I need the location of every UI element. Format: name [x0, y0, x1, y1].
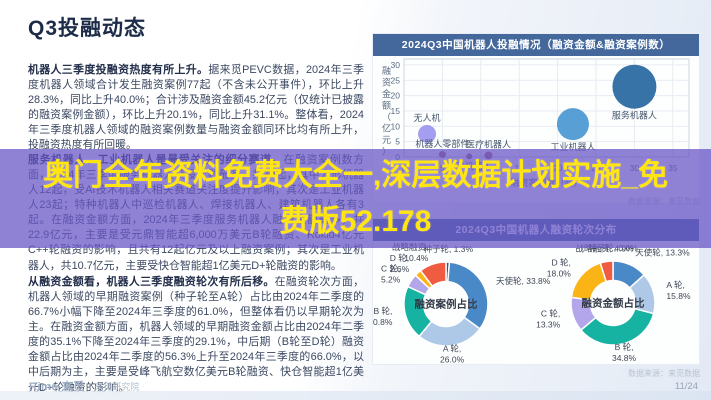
donut-label: 种子轮, 0.0% [588, 243, 638, 253]
donut-label: 天使轮, 33.8% [496, 276, 551, 286]
donut-label: 2.6% [390, 264, 410, 274]
donut-label: 10.4% [404, 253, 429, 263]
paragraph-rounds: 从融资金额看，机器人三季度融资轮次有所后移。在融资轮次方面，机器人领域的早期融资… [28, 275, 364, 396]
donut-slice-战略融资 [599, 260, 614, 283]
data-source-note: 数据来源：来觅数据 [628, 369, 700, 378]
page-title: Q3投融动态 [28, 17, 147, 40]
page-number: 11/24 [674, 381, 698, 392]
donut-label: C 轮, [381, 263, 400, 273]
y-tick-label: 30 [391, 60, 401, 70]
donut-label: 20.8% [373, 317, 393, 327]
donut-slice-战略融资 [419, 261, 447, 288]
donut-label: 18.0% [547, 269, 572, 279]
donut-label: 15.8% [666, 291, 691, 301]
bubble-工业机器人 [556, 108, 589, 141]
brand-suffix: · 来觅研究院 [88, 382, 140, 392]
y-tick-label: 20 [391, 91, 401, 101]
y-axis-label: 融资金额（亿元） [382, 66, 391, 157]
y-tick-label: 25 [391, 75, 401, 85]
bubble-label: 工业机器人 [550, 141, 595, 152]
donut-label: 战略融资, 4.9% [576, 244, 635, 254]
watermark-line1: 奥门全年资料免费大全一,深层数据计划实施_免 [42, 158, 669, 192]
bubble-label: 无人机 [414, 112, 441, 123]
donut-label: 种子轮, 1.3% [423, 244, 473, 254]
footer-logo: Rime 来觅 · 来觅研究院 [29, 377, 139, 395]
donut-slice-D 轮 [570, 262, 608, 301]
paragraph-lead: 机器人三季度投融资热度有所上升。 [28, 63, 209, 76]
donut-label: D 轮, [551, 258, 570, 268]
donut-charts: 种子轮, 1.3%天使轮, 33.8%A 轮,26.0%B 轮,20.8%C 轮… [373, 242, 691, 365]
donut-label: D 轮, [390, 253, 409, 263]
y-tick-label: 10 [391, 121, 401, 131]
paragraph-body: 在融资轮次方面，机器人领域的早期融资案例（种子轮至A轮）占比由2024年二季度的… [28, 275, 364, 394]
bubble-label: 机器人零部件 [415, 138, 469, 149]
bubble-无人机 [418, 124, 437, 143]
donut-label: 5.2% [381, 274, 401, 284]
watermark-overlay: 奥门全年资料免费大全一,深层数据计划实施_免 费版52.178 [0, 149, 711, 248]
paragraph-overview: 机器人三季度投融资热度有所上升。据来觅PEVC数据，2024年三季度机器人领域合… [28, 63, 364, 154]
paragraph-lead: 从融资金额看，机器人三季度融资轮次有所后移。 [28, 275, 275, 288]
y-tick-label: 5 [395, 137, 400, 147]
bubble-label: 服务机器人 [612, 110, 657, 121]
paragraph-body: 据来觅PEVC数据，2024年三季度机器人领域合计发生融资案例77起（不含未公开… [28, 63, 364, 152]
donut-center-label: 融资金额占比 [582, 297, 645, 310]
donut-label: 13.3% [536, 319, 561, 329]
donut-label: A 轮, [666, 280, 684, 290]
brand-label: Rime 来觅 [29, 381, 85, 393]
watermark-line2: 费版52.178 [279, 204, 432, 238]
donut-label: B 轮, [615, 342, 634, 352]
bubble-label: 医疗机器人 [466, 138, 511, 149]
donut-label: 34.8% [612, 353, 637, 363]
donut-label: B 轮, [373, 306, 392, 316]
donut-center-label: 融资案例占比 [415, 298, 478, 311]
donut-slice-天使轮 [447, 261, 489, 330]
donut-label: 天使轮, 13.3% [635, 248, 690, 258]
donut-label: A 轮, [443, 344, 461, 354]
bubble-chart-title: 2024Q3中国机器人投融情况（融资金额&融资案例数） [373, 34, 699, 56]
y-tick-label: 15 [391, 106, 401, 116]
donut-label: 26.0% [440, 355, 465, 365]
donut-label: C 轮, [541, 308, 560, 318]
bubble-服务机器人 [612, 64, 657, 109]
